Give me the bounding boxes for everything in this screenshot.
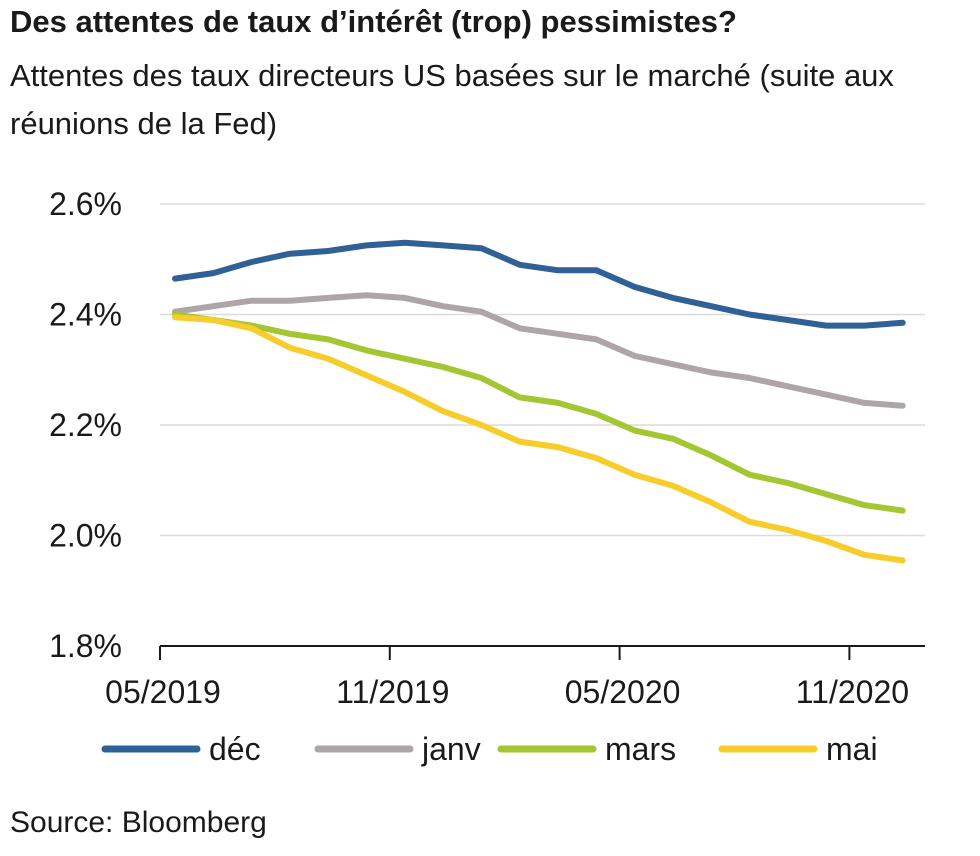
y-tick-label: 2.2%: [49, 407, 122, 443]
y-tick-label: 2.6%: [49, 186, 122, 222]
x-axis: 05/2019 11/2019 05/2020 11/2020: [105, 645, 925, 710]
y-axis-ticks: 2.6% 2.4% 2.2% 2.0% 1.8%: [49, 186, 122, 664]
series-line-janv: [172, 292, 906, 409]
series-line-mars: [172, 311, 906, 514]
x-tick-label: 11/2020: [796, 674, 909, 710]
y-tick-label: 2.0%: [49, 518, 122, 554]
y-tick-label: 1.8%: [49, 628, 122, 664]
legend-label-mars: mars: [605, 731, 676, 767]
series-lines: [172, 239, 906, 564]
x-tick-label: 11/2019: [336, 674, 449, 710]
chart-title: Des attentes de taux d’intérêt (trop) pe…: [10, 4, 737, 39]
source-note: Source: Bloomberg: [10, 806, 267, 839]
legend-label-déc: déc: [209, 731, 261, 767]
legend: déc janv mars mai: [101, 731, 878, 767]
y-tick-label: 2.4%: [49, 297, 122, 333]
x-tick-label: 05/2020: [565, 674, 681, 710]
legend-label-mai: mai: [826, 731, 878, 767]
legend-label-janv: janv: [421, 731, 481, 767]
chart-subtitle: Attentes des taux directeurs US basées s…: [10, 58, 894, 141]
x-tick-label: 05/2019: [105, 674, 221, 710]
gridlines: [160, 203, 925, 537]
series-line-mai: [172, 314, 906, 564]
series-line-déc: [172, 239, 906, 329]
